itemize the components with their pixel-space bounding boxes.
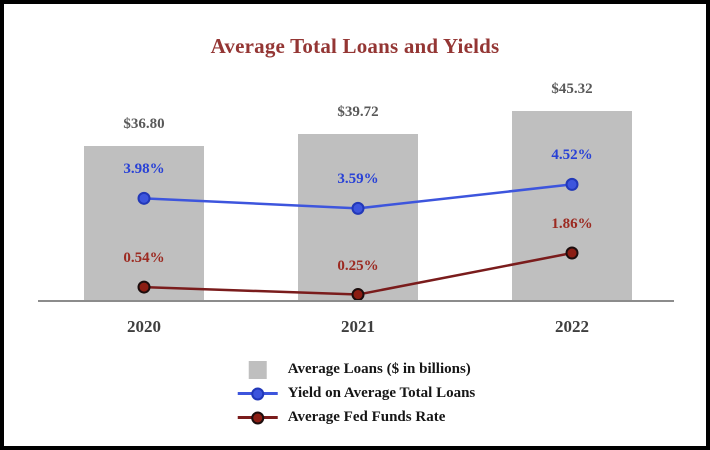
- legend-label-average-loans: Average Loans ($ in billions): [287, 361, 471, 377]
- line-layer: [137, 177, 579, 302]
- legend: Average Loans ($ in billions) Yield on A…: [235, 359, 476, 428]
- bar-2021: [298, 134, 418, 301]
- legend-item-average-loans: Average Loans ($ in billions): [235, 359, 476, 380]
- point-label-2022: 1.86%: [551, 216, 593, 232]
- point-label-2020: 3.98%: [123, 161, 165, 178]
- point-label-2021: 3.59%: [337, 171, 379, 188]
- x-label-2021: 2021: [341, 317, 375, 336]
- blue-line-marker-icon: [237, 387, 278, 400]
- bar-value-label-2020: $36.80: [123, 116, 165, 133]
- point-label-2022: 4.52%: [551, 147, 593, 164]
- legend-swatch-wrap: [235, 387, 281, 400]
- plot-area: $36.80 $39.72 $45.32 3.98% 3.59% 4.52% 0.54% 0.…: [4, 4, 706, 446]
- bar-value-label-2021: $39.72: [337, 104, 379, 121]
- legend-swatch-wrap: [235, 411, 281, 424]
- red-line-marker-icon: [237, 411, 278, 424]
- bar-value-label-2022: $45.32: [551, 80, 593, 97]
- bar-2022: [512, 110, 632, 301]
- chart-title: Average Total Loans and Yields: [210, 34, 500, 58]
- legend-label-fed-funds: Average Fed Funds Rate: [287, 409, 446, 425]
- x-axis-line: [38, 300, 674, 302]
- legend-item-fed-funds: Average Fed Funds Rate: [235, 407, 476, 428]
- bar-2020: [84, 146, 204, 301]
- bar-swatch-icon: [248, 360, 267, 379]
- point-label-2020: 0.54%: [123, 250, 165, 267]
- x-label-2020: 2020: [127, 317, 161, 336]
- x-label-2022: 2022: [555, 317, 589, 336]
- legend-label-yield: Yield on Average Total Loans: [287, 385, 476, 401]
- legend-item-yield: Yield on Average Total Loans: [235, 383, 476, 404]
- legend-swatch-wrap: [235, 360, 281, 379]
- point-label-2021: 0.25%: [337, 257, 379, 274]
